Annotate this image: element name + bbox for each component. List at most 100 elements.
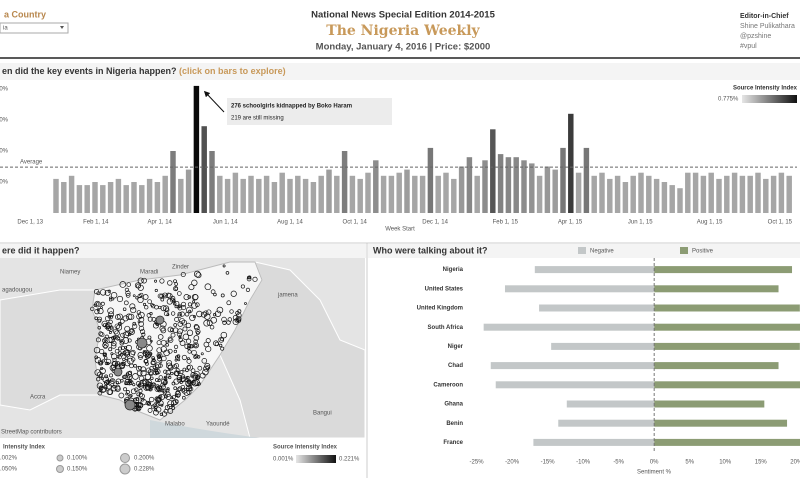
- bar[interactable]: [536, 175, 543, 213]
- bar[interactable]: [404, 169, 410, 213]
- bar[interactable]: [53, 178, 59, 213]
- bar[interactable]: [552, 169, 558, 213]
- bar[interactable]: [427, 147, 434, 213]
- bar[interactable]: [692, 172, 699, 213]
- bar[interactable]: [607, 178, 613, 213]
- bar[interactable]: [677, 188, 683, 213]
- bar[interactable]: [544, 166, 551, 214]
- bar[interactable]: [84, 185, 90, 213]
- bar[interactable]: [388, 175, 395, 213]
- bar[interactable]: [724, 175, 730, 213]
- bar[interactable]: [575, 172, 582, 213]
- bar[interactable]: [185, 169, 192, 213]
- bar[interactable]: [341, 151, 348, 213]
- bar[interactable]: [419, 175, 426, 213]
- bar[interactable]: [162, 175, 168, 213]
- bar[interactable]: [310, 182, 317, 213]
- bar[interactable]: [770, 175, 777, 213]
- filter-value[interactable]: ia: [3, 26, 8, 32]
- bar[interactable]: [521, 160, 527, 213]
- bar[interactable]: [412, 175, 418, 213]
- bar[interactable]: [443, 172, 449, 213]
- bar[interactable]: [92, 182, 98, 213]
- bar[interactable]: [646, 175, 652, 213]
- bar[interactable]: [256, 178, 262, 213]
- bar[interactable]: [685, 172, 691, 213]
- filter-dropdown[interactable]: [0, 22, 69, 34]
- bar[interactable]: [357, 178, 363, 213]
- bar[interactable]: [100, 185, 106, 213]
- bar[interactable]: [373, 160, 379, 213]
- bar[interactable]: [482, 160, 488, 213]
- bar[interactable]: [61, 182, 67, 213]
- bar[interactable]: [326, 169, 332, 213]
- bar[interactable]: [466, 157, 473, 213]
- event-dot: [174, 391, 181, 398]
- bar[interactable]: [68, 175, 75, 213]
- bar[interactable]: [568, 113, 574, 213]
- bar[interactable]: [365, 172, 371, 213]
- bar[interactable]: [622, 182, 629, 213]
- bar[interactable]: [786, 175, 792, 213]
- bar[interactable]: [209, 151, 215, 213]
- bar[interactable]: [217, 175, 223, 213]
- bar[interactable]: [560, 147, 566, 213]
- bar[interactable]: [435, 175, 441, 213]
- bar[interactable]: [349, 175, 356, 213]
- bar[interactable]: [700, 175, 707, 213]
- bar[interactable]: [630, 175, 636, 213]
- bar[interactable]: [131, 182, 137, 213]
- bar[interactable]: [178, 178, 184, 213]
- bar[interactable]: [279, 172, 285, 213]
- bar[interactable]: [248, 175, 254, 213]
- bar[interactable]: [302, 178, 309, 213]
- bar[interactable]: [513, 157, 519, 213]
- bar[interactable]: [224, 178, 231, 213]
- bar[interactable]: [295, 175, 301, 213]
- bar[interactable]: [583, 147, 590, 213]
- bar[interactable]: [287, 178, 293, 213]
- bar[interactable]: [115, 178, 122, 213]
- bar[interactable]: [240, 178, 246, 213]
- bar[interactable]: [708, 172, 714, 213]
- bar[interactable]: [193, 85, 200, 213]
- bar[interactable]: [778, 172, 785, 213]
- bar[interactable]: [747, 175, 753, 213]
- bar[interactable]: [201, 126, 207, 213]
- bar[interactable]: [154, 182, 161, 213]
- bar[interactable]: [731, 172, 738, 213]
- bar[interactable]: [739, 175, 746, 213]
- bar[interactable]: [669, 185, 675, 213]
- bar[interactable]: [614, 175, 621, 213]
- bar[interactable]: [170, 151, 176, 213]
- bar[interactable]: [755, 172, 761, 213]
- size-label: 0.200%: [134, 456, 155, 462]
- bar[interactable]: [529, 163, 535, 213]
- bar[interactable]: [458, 166, 465, 214]
- bar[interactable]: [653, 178, 660, 213]
- bar[interactable]: [396, 172, 402, 213]
- bar[interactable]: [76, 185, 83, 213]
- bar[interactable]: [263, 175, 270, 213]
- bar[interactable]: [763, 178, 769, 213]
- event-dot: [122, 357, 126, 362]
- bar[interactable]: [232, 172, 239, 213]
- bar[interactable]: [139, 185, 145, 213]
- bar[interactable]: [146, 178, 153, 213]
- bar[interactable]: [599, 172, 605, 213]
- bar[interactable]: [123, 185, 129, 213]
- bar[interactable]: [638, 172, 644, 213]
- bar[interactable]: [474, 175, 480, 213]
- bar[interactable]: [334, 175, 340, 213]
- bar[interactable]: [107, 182, 114, 213]
- bar[interactable]: [661, 182, 668, 213]
- bar[interactable]: [490, 129, 496, 213]
- bar[interactable]: [271, 182, 278, 213]
- bar[interactable]: [497, 154, 504, 213]
- bar[interactable]: [716, 178, 722, 213]
- bar[interactable]: [380, 175, 387, 213]
- bar[interactable]: [318, 175, 324, 213]
- bar[interactable]: [451, 178, 457, 213]
- bar[interactable]: [591, 175, 597, 213]
- bar[interactable]: [505, 157, 512, 213]
